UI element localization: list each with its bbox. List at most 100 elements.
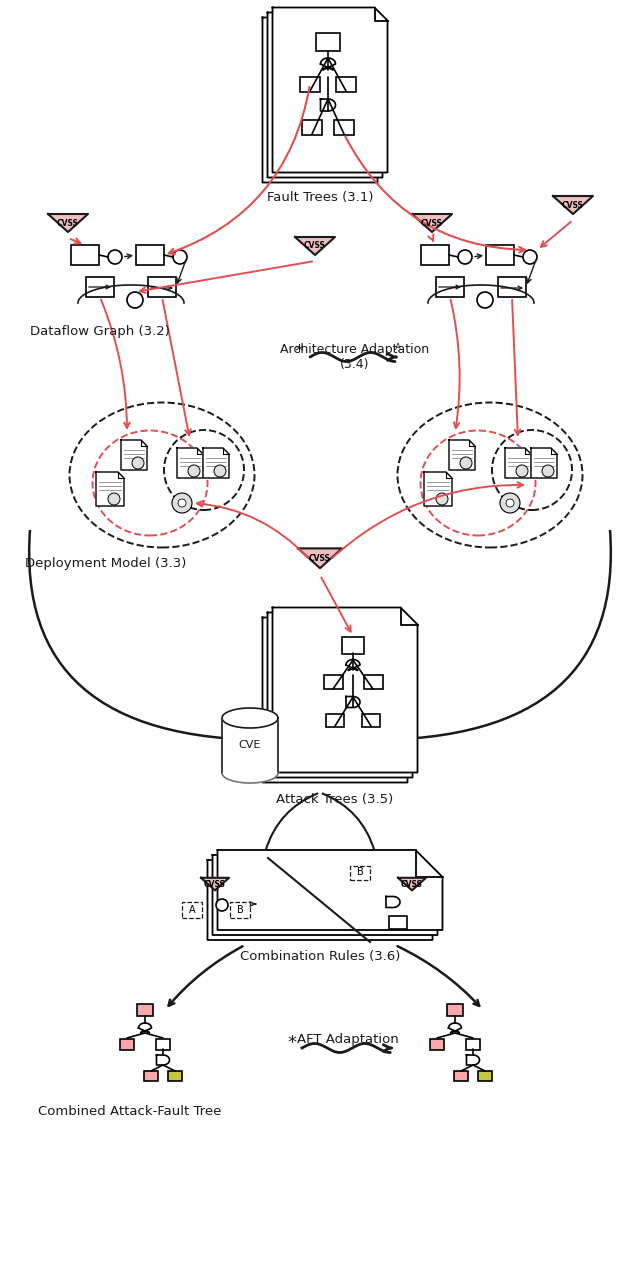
Text: CVSS: CVSS [304, 241, 326, 250]
Text: AFT Adaptation: AFT Adaptation [297, 1033, 399, 1046]
Polygon shape [321, 58, 335, 70]
Bar [323, 674, 342, 690]
Polygon shape [157, 1055, 170, 1066]
Bar [447, 1005, 463, 1016]
Text: Fault Trees (3.1): Fault Trees (3.1) [267, 190, 373, 203]
Bar [498, 277, 526, 297]
Polygon shape [553, 196, 593, 215]
Text: *: * [294, 343, 303, 361]
Text: A: A [189, 906, 195, 914]
Circle shape [214, 465, 226, 478]
Circle shape [188, 465, 200, 478]
Text: CVE: CVE [239, 740, 261, 751]
Text: CVSS: CVSS [421, 218, 443, 227]
Bar [421, 245, 449, 265]
Text: B: B [237, 906, 243, 914]
Bar [486, 245, 514, 265]
Bar [230, 902, 250, 918]
Text: Combination Rules (3.6): Combination Rules (3.6) [240, 950, 400, 963]
Circle shape [516, 465, 528, 478]
Polygon shape [449, 439, 475, 470]
Polygon shape [222, 773, 278, 784]
Circle shape [216, 899, 228, 911]
Bar [182, 902, 202, 918]
Circle shape [523, 250, 537, 264]
Polygon shape [295, 237, 335, 255]
Circle shape [458, 250, 472, 264]
Polygon shape [273, 8, 387, 173]
Bar [364, 674, 383, 690]
Circle shape [132, 457, 144, 469]
Text: CVSS: CVSS [309, 554, 331, 563]
Polygon shape [346, 659, 360, 671]
Polygon shape [268, 612, 413, 777]
Polygon shape [218, 850, 442, 930]
Bar [302, 119, 322, 135]
Polygon shape [201, 878, 229, 890]
Bar [71, 245, 99, 265]
Text: Deployment Model (3.3): Deployment Model (3.3) [25, 558, 186, 570]
Bar [168, 1071, 182, 1081]
Polygon shape [262, 18, 378, 183]
Polygon shape [268, 13, 383, 178]
Text: B: B [356, 867, 364, 878]
Polygon shape [207, 860, 433, 940]
Text: Architecture Adaptation
(3.4): Architecture Adaptation (3.4) [280, 343, 429, 371]
Polygon shape [449, 1024, 461, 1033]
Polygon shape [177, 448, 203, 478]
Polygon shape [505, 448, 531, 478]
Polygon shape [386, 897, 400, 908]
Polygon shape [321, 99, 335, 110]
Polygon shape [531, 448, 557, 478]
Circle shape [173, 250, 187, 264]
Bar [454, 1071, 468, 1081]
Circle shape [108, 493, 120, 505]
Polygon shape [298, 549, 342, 568]
Polygon shape [48, 215, 88, 232]
Polygon shape [273, 607, 417, 772]
Polygon shape [467, 1055, 479, 1066]
Bar [436, 277, 464, 297]
Polygon shape [138, 1024, 152, 1033]
Polygon shape [212, 855, 438, 935]
Bar [156, 1039, 170, 1049]
Polygon shape [346, 696, 360, 707]
Text: CVSS: CVSS [401, 880, 423, 889]
Bar [326, 714, 344, 726]
Bar [334, 119, 354, 135]
Bar [136, 245, 164, 265]
Circle shape [477, 292, 493, 309]
Bar [86, 277, 114, 297]
Text: A: A [395, 343, 401, 353]
Text: Attack Trees (3.5): Attack Trees (3.5) [276, 792, 394, 805]
Polygon shape [222, 707, 278, 728]
Circle shape [500, 493, 520, 513]
Circle shape [460, 457, 472, 469]
Polygon shape [424, 472, 452, 505]
Bar [478, 1071, 492, 1081]
Text: CVSS: CVSS [562, 201, 584, 210]
Text: CVSS: CVSS [57, 218, 79, 227]
Circle shape [172, 493, 192, 513]
Polygon shape [203, 448, 229, 478]
Circle shape [127, 292, 143, 309]
Circle shape [506, 499, 514, 507]
Bar [430, 1039, 444, 1049]
Bar [120, 1039, 134, 1049]
Polygon shape [398, 878, 426, 890]
Bar [316, 33, 340, 51]
Polygon shape [96, 472, 124, 505]
Bar [342, 636, 364, 654]
Polygon shape [412, 215, 452, 232]
Bar [137, 1005, 153, 1016]
Text: CVSS: CVSS [204, 880, 226, 889]
Bar [300, 76, 320, 91]
Circle shape [436, 493, 448, 505]
Bar [389, 916, 407, 928]
Text: Combined Attack-Fault Tree: Combined Attack-Fault Tree [38, 1105, 221, 1118]
Text: *: * [287, 1034, 296, 1052]
Bar [350, 866, 370, 880]
Bar [336, 76, 356, 91]
Circle shape [108, 250, 122, 264]
Bar [148, 277, 176, 297]
